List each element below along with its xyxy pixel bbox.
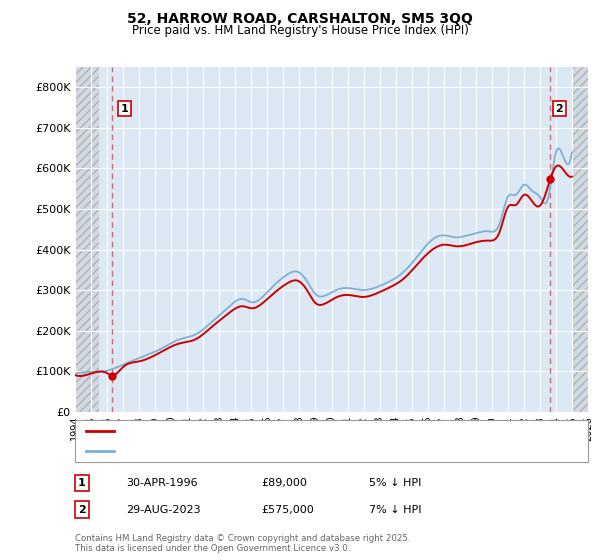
Text: 5% ↓ HPI: 5% ↓ HPI (369, 478, 421, 488)
Text: 7% ↓ HPI: 7% ↓ HPI (369, 505, 421, 515)
Text: 2: 2 (78, 505, 86, 515)
Text: 52, HARROW ROAD, CARSHALTON, SM5 3QQ (semi-detached house): 52, HARROW ROAD, CARSHALTON, SM5 3QQ (se… (120, 426, 476, 436)
Text: Price paid vs. HM Land Registry's House Price Index (HPI): Price paid vs. HM Land Registry's House … (131, 24, 469, 36)
Text: 52, HARROW ROAD, CARSHALTON, SM5 3QQ: 52, HARROW ROAD, CARSHALTON, SM5 3QQ (127, 12, 473, 26)
Text: 29-AUG-2023: 29-AUG-2023 (126, 505, 200, 515)
Text: 2: 2 (555, 104, 563, 114)
Text: £575,000: £575,000 (261, 505, 314, 515)
Text: HPI: Average price, semi-detached house, Sutton: HPI: Average price, semi-detached house,… (120, 446, 376, 456)
Text: 30-APR-1996: 30-APR-1996 (126, 478, 197, 488)
Text: £89,000: £89,000 (261, 478, 307, 488)
Text: Contains HM Land Registry data © Crown copyright and database right 2025.
This d: Contains HM Land Registry data © Crown c… (75, 534, 410, 553)
Bar (75, 67, 99, 412)
Text: 1: 1 (78, 478, 86, 488)
Text: 1: 1 (121, 104, 128, 114)
Bar (572, 67, 588, 412)
